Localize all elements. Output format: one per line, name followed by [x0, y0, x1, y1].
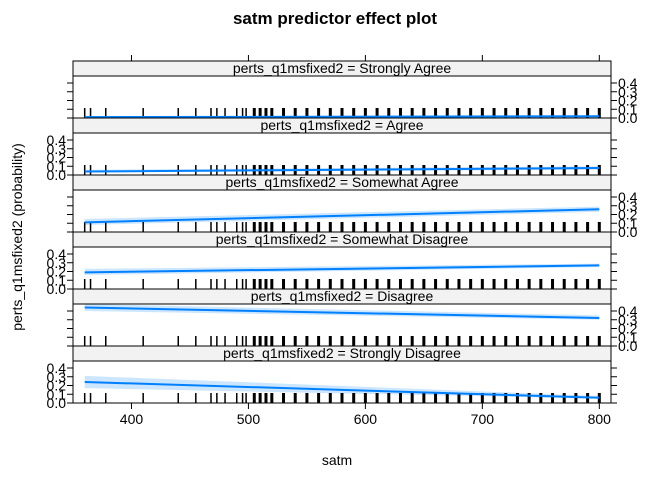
y-tick-label: 0.4 — [618, 75, 638, 91]
y-tick-label: 0.4 — [618, 303, 638, 319]
panel-strip — [73, 175, 611, 190]
panel-1: perts_q1msfixed2 = Strongly Agree0.00.10… — [67, 60, 638, 126]
y-tick-label: 0.2 — [618, 93, 638, 109]
y-tick-label: 0.0 — [618, 224, 638, 240]
y-tick-label: 0.4 — [618, 189, 638, 205]
top-axis-ticks — [130, 55, 600, 61]
y-tick-label: 0.3 — [47, 255, 67, 271]
rug-group — [83, 279, 601, 289]
panel-strip-label: perts_q1msfixed2 = Somewhat Agree — [225, 174, 458, 190]
chart-title: satm predictor effect plot — [233, 9, 437, 28]
panel-strip-label: perts_q1msfixed2 = Somewhat Disagree — [216, 231, 469, 247]
fit-line — [84, 167, 600, 173]
panel-strip — [73, 118, 611, 133]
panel-strip-label: perts_q1msfixed2 = Disagree — [251, 288, 434, 304]
y-tick-label: 0.2 — [618, 207, 638, 223]
x-tick-label: 700 — [471, 411, 495, 427]
y-tick-label: 0.3 — [618, 198, 638, 214]
fit-line — [84, 115, 600, 119]
y-tick-label: 0.2 — [47, 378, 67, 394]
panel-strip-label: perts_q1msfixed2 = Strongly Disagree — [223, 345, 461, 361]
y-tick-label: 0.0 — [618, 338, 638, 354]
x-axis: 400 500 600 700 800 — [120, 403, 611, 427]
y-tick-label: 0.0 — [47, 167, 67, 183]
x-tick-label: 600 — [354, 411, 378, 427]
y-tick-label: 0.1 — [47, 386, 67, 402]
y-axis: 0.00.10.20.30.4 — [47, 132, 617, 183]
y-tick-label: 0.2 — [47, 264, 67, 280]
x-axis-label: satm — [322, 452, 352, 468]
rug-group — [83, 336, 601, 346]
panel-6: perts_q1msfixed2 = Strongly Disagree0.00… — [47, 345, 617, 411]
panel-4: perts_q1msfixed2 = Somewhat Disagree0.00… — [47, 231, 617, 297]
y-tick-label: 0.3 — [618, 312, 638, 328]
y-tick-label: 0.1 — [47, 272, 67, 288]
y-axis: 0.00.10.20.30.4 — [47, 246, 617, 297]
fit-line — [84, 381, 600, 399]
fit-line — [84, 264, 600, 274]
x-tick-label: 400 — [120, 411, 144, 427]
y-tick-label: 0.3 — [618, 84, 638, 100]
rug-group — [83, 393, 601, 403]
y-tick-label: 0.0 — [47, 395, 67, 411]
fit-line — [84, 208, 600, 224]
y-tick-label: 0.2 — [47, 150, 67, 166]
panel-strip — [73, 232, 611, 247]
y-tick-label: 0.0 — [47, 281, 67, 297]
x-tick-label: 500 — [237, 411, 261, 427]
y-tick-label: 0.4 — [47, 360, 67, 376]
y-tick-label: 0.3 — [47, 369, 67, 385]
y-axis: 0.00.10.20.30.4 — [67, 189, 638, 240]
y-axis: 0.00.10.20.30.4 — [67, 75, 638, 126]
panel-strip-label: perts_q1msfixed2 = Agree — [260, 117, 423, 133]
panel-strip-label: perts_q1msfixed2 = Strongly Agree — [233, 60, 452, 76]
y-tick-label: 0.1 — [618, 101, 638, 117]
y-tick-label: 0.4 — [47, 132, 67, 148]
y-tick-label: 0.2 — [618, 321, 638, 337]
y-axis: 0.00.10.20.30.4 — [67, 303, 638, 354]
panel-strip — [73, 346, 611, 361]
panel-5: perts_q1msfixed2 = Disagree0.00.10.20.30… — [67, 288, 638, 354]
rug-group — [83, 222, 601, 232]
x-tick-label: 800 — [588, 411, 612, 427]
y-axis: 0.00.10.20.30.4 — [47, 360, 617, 411]
y-tick-label: 0.1 — [47, 158, 67, 174]
panel-border — [72, 345, 612, 404]
y-axis-label: perts_q1msfixed2 (probability) — [9, 143, 25, 331]
y-tick-label: 0.3 — [47, 141, 67, 157]
fit-line — [84, 306, 600, 319]
y-tick-label: 0.1 — [618, 329, 638, 345]
y-tick-label: 0.1 — [618, 215, 638, 231]
panel-strip — [73, 289, 611, 304]
panels-group: perts_q1msfixed2 = Strongly Agree0.00.10… — [47, 60, 638, 411]
y-tick-label: 0.0 — [618, 110, 638, 126]
panel-strip — [73, 61, 611, 76]
panel-3: perts_q1msfixed2 = Somewhat Agree0.00.10… — [67, 174, 638, 240]
y-tick-label: 0.4 — [47, 246, 67, 262]
